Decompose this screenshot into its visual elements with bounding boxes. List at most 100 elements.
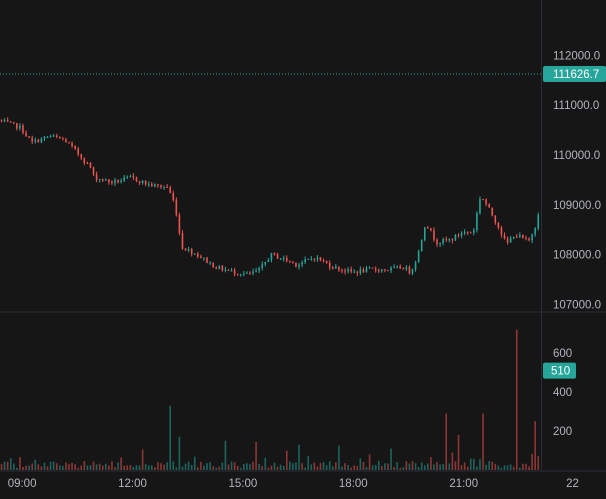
volume-bar — [384, 463, 386, 470]
volume-bar — [31, 463, 34, 470]
volume-bar — [393, 466, 395, 470]
candle-body — [246, 272, 248, 274]
volume-bar — [279, 464, 282, 470]
volume-bar — [282, 465, 285, 470]
volume-bar — [289, 461, 291, 470]
candle-body — [328, 262, 331, 268]
candle-body — [488, 204, 490, 208]
candle-body — [236, 274, 239, 276]
volume-bar — [482, 413, 484, 470]
volume-bars — [0, 329, 540, 470]
volume-bar — [519, 467, 521, 470]
time-tick-label: 09:00 — [8, 478, 37, 490]
volume-bar — [466, 466, 469, 470]
candle-body — [151, 184, 153, 187]
volume-axis: 600 400 200 — [553, 348, 572, 438]
candle-body — [423, 227, 426, 240]
candle-body — [129, 175, 132, 177]
candle-body — [86, 162, 89, 164]
volume-bar — [147, 465, 150, 470]
candle-body — [132, 175, 135, 178]
candle-body — [338, 266, 340, 270]
volume-bar — [132, 466, 135, 470]
volume-bar — [34, 459, 37, 470]
candle-body — [414, 262, 417, 270]
volume-bar — [212, 466, 214, 470]
candle-body — [46, 136, 49, 138]
candle-body — [31, 137, 34, 142]
candle-body — [55, 135, 58, 137]
volume-bar — [276, 466, 279, 470]
candle-body — [331, 267, 334, 269]
volume-bar — [187, 461, 190, 470]
price-tick-label: 107000.0 — [553, 300, 601, 312]
volume-bar — [473, 458, 475, 470]
candle-body — [3, 120, 6, 122]
candle-body — [304, 259, 306, 263]
volume-bar — [331, 466, 334, 470]
candle-body — [209, 262, 211, 264]
candle-body — [120, 180, 122, 183]
candle-body — [178, 215, 181, 233]
volume-bar — [417, 467, 420, 470]
candle-body — [138, 181, 141, 183]
volume-bar — [55, 463, 58, 470]
volume-bar — [169, 405, 172, 470]
candle-body — [89, 162, 92, 168]
price-tick-label: 109000.0 — [553, 200, 601, 212]
volume-bar — [264, 457, 267, 470]
volume-bar — [114, 467, 116, 470]
volume-bar — [19, 457, 21, 470]
volume-bar — [301, 463, 303, 470]
volume-bar — [457, 434, 460, 470]
volume-bar — [365, 467, 368, 470]
candle-body — [206, 257, 208, 263]
volume-bar — [322, 461, 325, 470]
candle-body — [433, 230, 435, 240]
volume-bar — [515, 329, 518, 470]
volume-bar — [307, 456, 310, 470]
candle-body — [482, 199, 484, 201]
volume-bar — [68, 463, 70, 470]
candle-body — [411, 269, 414, 274]
volume-bar — [22, 467, 24, 470]
candle-body — [95, 174, 98, 181]
volume-bar — [509, 464, 512, 470]
volume-bar — [221, 462, 224, 470]
candle-body — [243, 273, 245, 275]
candle-body — [476, 213, 478, 231]
volume-bar — [227, 464, 230, 470]
volume-bar — [399, 467, 402, 470]
volume-bar — [503, 465, 506, 470]
volume-bar — [396, 462, 398, 470]
candle-body — [417, 251, 420, 263]
volume-bar — [488, 461, 490, 470]
volume-bar — [224, 440, 227, 470]
candle-body — [350, 269, 352, 272]
candle-body — [172, 192, 175, 201]
volume-bar — [522, 463, 524, 470]
volume-bar — [414, 463, 417, 470]
price-tick-label: 112000.0 — [553, 50, 600, 62]
candle-body — [374, 268, 377, 271]
volume-bar — [335, 462, 337, 470]
volume-bar — [411, 461, 414, 470]
candle-body — [83, 158, 86, 163]
volume-bar — [175, 467, 178, 470]
candle-body — [531, 234, 533, 241]
volume-bar — [374, 464, 377, 470]
volume-bar — [126, 465, 129, 470]
volume-bar — [436, 462, 438, 470]
candle-body — [9, 121, 12, 123]
volume-bar — [92, 461, 95, 470]
volume-bar — [476, 466, 478, 470]
candle-body — [166, 187, 168, 189]
volume-bar — [80, 465, 83, 470]
candle-body — [141, 180, 144, 183]
candle-body — [147, 184, 150, 186]
candle-body — [384, 269, 386, 271]
volume-bar — [390, 448, 392, 470]
volume-bar — [469, 458, 472, 470]
volume-bar — [108, 465, 110, 470]
